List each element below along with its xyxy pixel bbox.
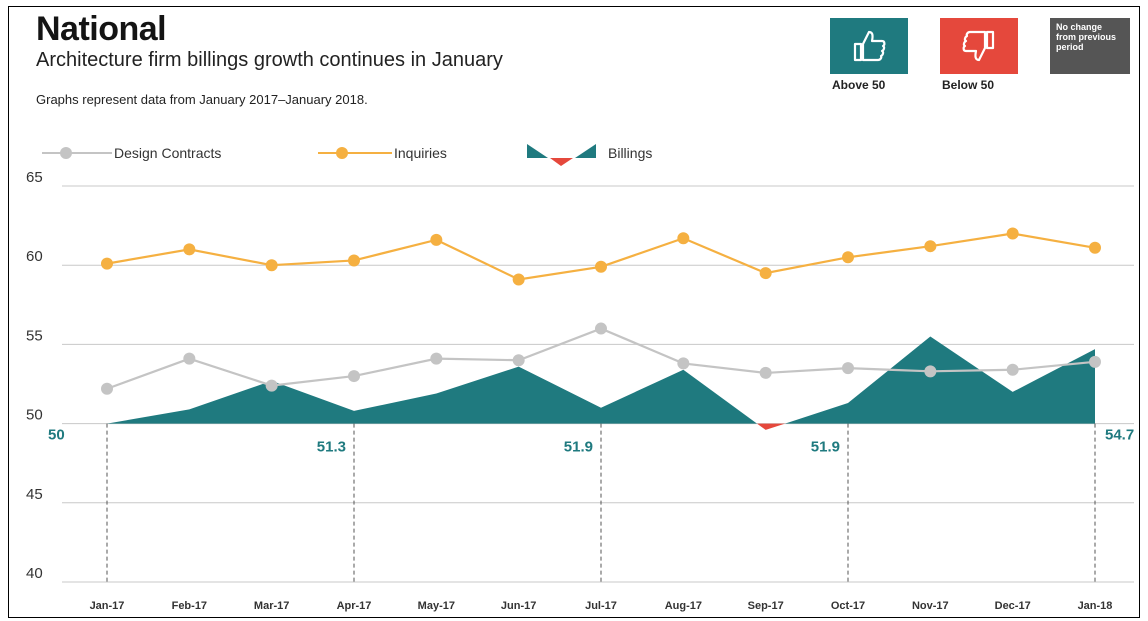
inquiries-point bbox=[760, 267, 772, 279]
billings-area-above bbox=[785, 336, 1095, 423]
design-contracts-point bbox=[1007, 364, 1019, 376]
legend-billings-swatch-right bbox=[575, 144, 596, 158]
design-contracts-point bbox=[183, 353, 195, 365]
y-tick-label: 45 bbox=[26, 486, 43, 503]
inquiries-point bbox=[430, 234, 442, 246]
billings-callout-label: 51.9 bbox=[811, 439, 840, 456]
design-contracts-point bbox=[677, 357, 689, 369]
x-tick-label: Jan-18 bbox=[1078, 600, 1113, 612]
legend-design-contracts-marker bbox=[60, 147, 72, 159]
inquiries-point bbox=[1007, 228, 1019, 240]
y-tick-label: 55 bbox=[26, 327, 43, 344]
billings-area-above bbox=[107, 367, 757, 424]
legend-design-contracts-label: Design Contracts bbox=[114, 145, 221, 161]
y-tick-label: 65 bbox=[26, 169, 43, 186]
y-tick-label: 60 bbox=[26, 248, 43, 265]
design-contracts-point bbox=[595, 323, 607, 335]
x-tick-label: Feb-17 bbox=[172, 600, 207, 612]
legend-inquiries-marker bbox=[336, 147, 348, 159]
design-contracts-point bbox=[1089, 356, 1101, 368]
x-tick-label: Jun-17 bbox=[501, 600, 536, 612]
design-contracts-point bbox=[924, 365, 936, 377]
design-contracts-point bbox=[101, 383, 113, 395]
x-tick-label: Oct-17 bbox=[831, 600, 865, 612]
billings-area-below bbox=[757, 424, 785, 430]
design-contracts-point bbox=[513, 354, 525, 366]
x-tick-label: Mar-17 bbox=[254, 600, 289, 612]
x-tick-label: Aug-17 bbox=[665, 600, 702, 612]
inquiries-point bbox=[1089, 242, 1101, 254]
billings-callout-label: 51.9 bbox=[564, 439, 593, 456]
y-tick-label: 40 bbox=[26, 565, 43, 582]
legend-inquiries-label: Inquiries bbox=[394, 145, 447, 161]
inquiries-point bbox=[101, 258, 113, 270]
x-tick-label: Apr-17 bbox=[337, 600, 372, 612]
legend-billings-swatch-left bbox=[527, 144, 548, 158]
legend-billings-label: Billings bbox=[608, 145, 652, 161]
x-tick-label: May-17 bbox=[418, 600, 455, 612]
y-tick-label: 50 bbox=[26, 407, 43, 424]
inquiries-point bbox=[183, 243, 195, 255]
x-tick-label: Jan-17 bbox=[90, 600, 125, 612]
inquiries-point bbox=[842, 251, 854, 263]
inquiries-point bbox=[348, 254, 360, 266]
legend-billings-swatch-below bbox=[550, 158, 573, 166]
design-contracts-point bbox=[348, 370, 360, 382]
design-contracts-point bbox=[842, 362, 854, 374]
inquiries-point bbox=[924, 240, 936, 252]
x-tick-label: Sep-17 bbox=[748, 600, 784, 612]
x-tick-label: Jul-17 bbox=[585, 600, 617, 612]
inquiries-point bbox=[513, 273, 525, 285]
inquiries-point bbox=[677, 232, 689, 244]
inquiries-point bbox=[266, 259, 278, 271]
inquiries-point bbox=[595, 261, 607, 273]
billings-callout-label: 51.3 bbox=[317, 439, 346, 456]
design-contracts-point bbox=[266, 380, 278, 392]
design-contracts-point bbox=[760, 367, 772, 379]
x-tick-label: Dec-17 bbox=[995, 600, 1031, 612]
design-contracts-point bbox=[430, 353, 442, 365]
billings-callout-label: 54.7 bbox=[1105, 427, 1134, 444]
x-tick-label: Nov-17 bbox=[912, 600, 949, 612]
billings-callout-label: 50 bbox=[48, 427, 65, 444]
